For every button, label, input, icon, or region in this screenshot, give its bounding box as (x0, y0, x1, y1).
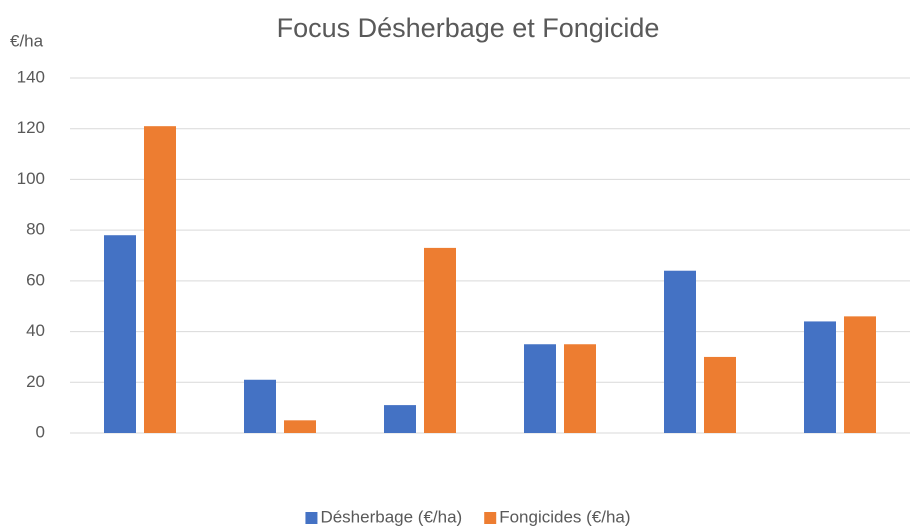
y-tick-label: 20 (26, 372, 45, 391)
chart-title: Focus Désherbage et Fongicide (277, 13, 660, 43)
bar (804, 321, 836, 433)
y-axis-label: €/ha (10, 31, 44, 50)
y-tick-label: 60 (26, 270, 45, 289)
bar (664, 270, 696, 433)
bar (104, 235, 136, 433)
bar (704, 356, 736, 433)
bar (244, 379, 276, 433)
y-tick-label: 120 (17, 118, 45, 137)
y-tick-label: 40 (26, 321, 45, 340)
legend-swatch (484, 512, 497, 524)
y-tick-label: 0 (36, 422, 45, 441)
bar (844, 316, 876, 433)
bar (144, 126, 176, 433)
y-tick-label: 80 (26, 220, 45, 239)
y-tick-label: 100 (17, 169, 45, 188)
y-tick-label: 140 (17, 67, 45, 86)
legend-label: Fongicides (€/ha) (499, 507, 630, 526)
bar (524, 344, 556, 433)
legend-swatch (305, 512, 318, 524)
bar (284, 420, 316, 433)
legend-label: Désherbage (€/ha) (320, 507, 462, 526)
bar (564, 344, 596, 433)
bar (424, 247, 456, 433)
bar (384, 405, 416, 433)
